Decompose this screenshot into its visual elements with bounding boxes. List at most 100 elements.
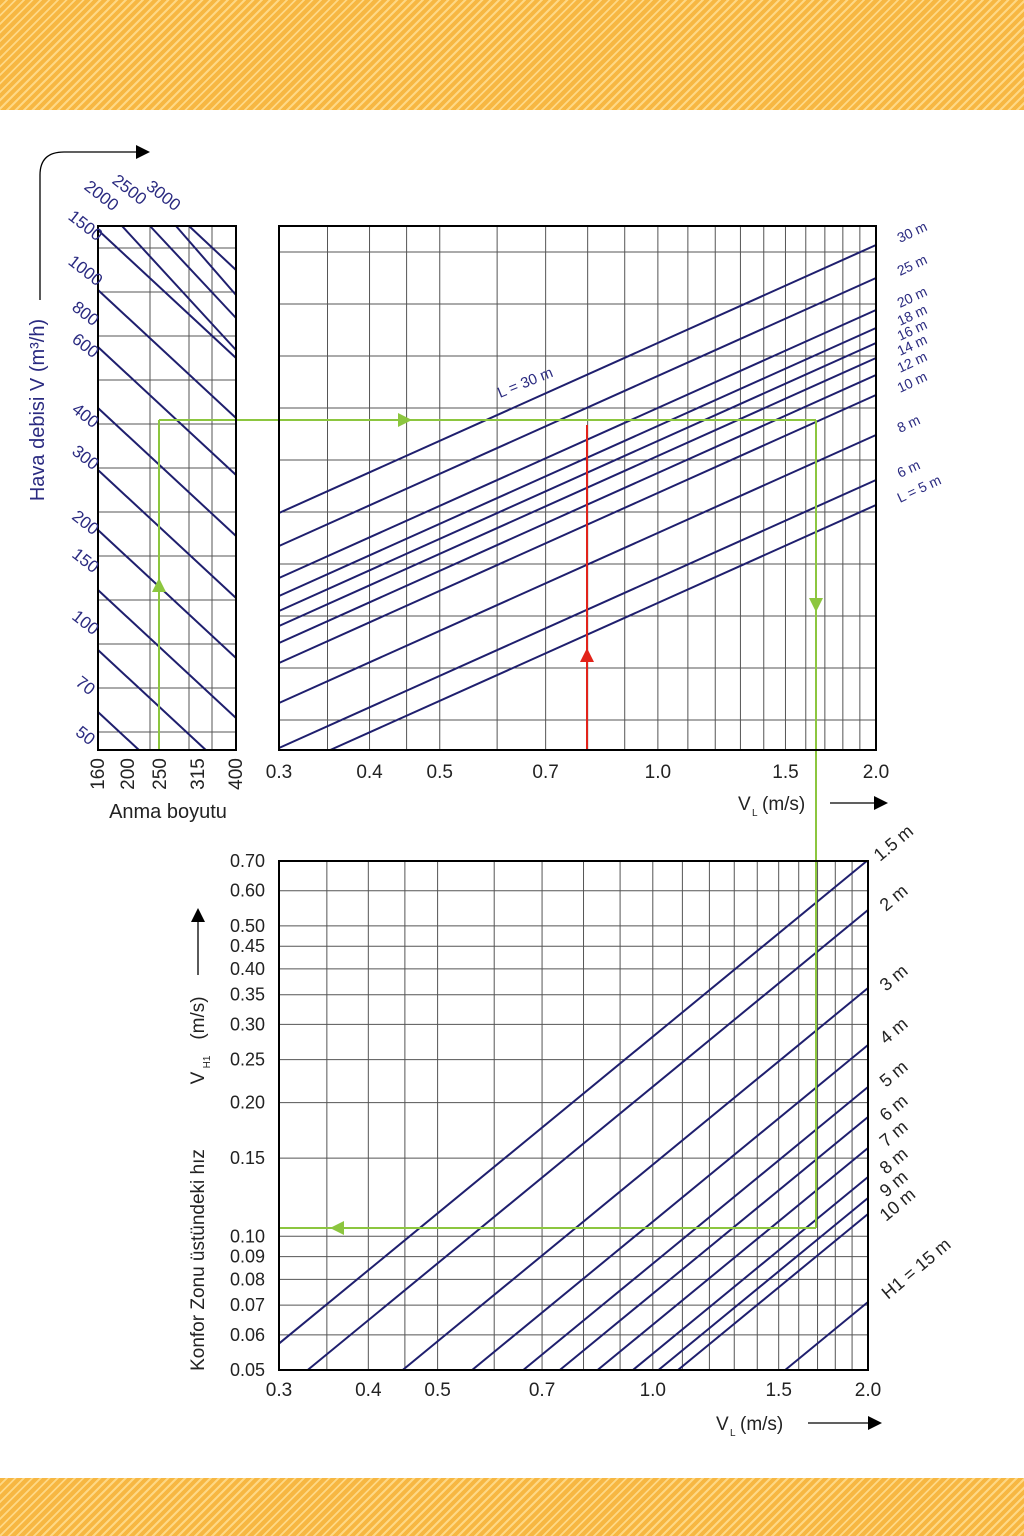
panel-c-series-label: 1.5 m: [870, 821, 917, 865]
panel-c-y-arrow-head: [191, 908, 205, 922]
panel-c-curve: [596, 1147, 869, 1371]
panel-c-curve: [307, 909, 869, 1371]
panel-b-curve: [278, 327, 877, 597]
panel-b-x-tick: 1.0: [645, 762, 671, 783]
panel-a-curve: [97, 711, 140, 751]
panel-c-y-label-unit: (m/s): [188, 996, 209, 1039]
panel-c-curve: [632, 1176, 869, 1371]
example-path-arrow: [152, 578, 166, 592]
panel-c-x-label-sub: L: [730, 1428, 736, 1439]
panel-a-curve: [188, 225, 237, 271]
panel-b-series-label: 6 m: [895, 456, 923, 480]
panel-c-series-label: 4 m: [876, 1013, 912, 1048]
panel-b-curve: [329, 504, 877, 751]
panel-c-curve: [278, 860, 868, 1345]
panel-a-y-tick: 50: [72, 722, 99, 749]
panel-c-y-tick: 0.60: [230, 881, 265, 901]
panel-a-x-tick: 160: [88, 758, 109, 790]
panel-a-curve: [97, 346, 237, 476]
panel-b-x-label-sub: L: [752, 808, 758, 819]
panel-a-axis-arrow-line: [39, 151, 140, 300]
panel-a-x-tick: 200: [118, 758, 139, 790]
panel-a-y-tick: 1500: [65, 207, 107, 245]
example-path-arrow: [398, 413, 412, 427]
panel-b-series-label: 25 m: [895, 251, 930, 279]
panel-b-curve: [278, 244, 877, 514]
panel-b-annotation: L = 30 m: [495, 364, 555, 402]
panel-c-x-tick: 0.5: [424, 1380, 450, 1401]
panel-c-y-tick: 0.05: [230, 1360, 265, 1380]
panel-b-x-tick: 0.5: [427, 762, 453, 783]
panel-b-curve: [278, 357, 877, 627]
panel-c-y-label: Konfor Zonu üstündeki hız: [188, 1149, 209, 1371]
panel-b-x-label-unit: (m/s): [762, 794, 805, 815]
panel-a-curve: [97, 289, 237, 419]
panel-c-curve: [657, 1197, 869, 1371]
panel-c-curve: [402, 987, 869, 1371]
panel-b-x-tick: 0.4: [356, 762, 383, 783]
panel-b-curve: [278, 342, 877, 612]
panel-a-x-tick: 250: [150, 758, 171, 790]
panel-c-y-tick: 0.25: [230, 1050, 265, 1070]
panel-a-y-tick: 70: [72, 672, 99, 699]
panel-b-x-tick: 1.5: [772, 762, 798, 783]
panel-b-series-label: 30 m: [895, 218, 930, 246]
panel-b-curve: [278, 309, 877, 579]
panel-a-curve: [121, 225, 237, 351]
panel-c-y-tick: 0.07: [230, 1295, 265, 1315]
panel-c-x-tick: 2.0: [855, 1380, 881, 1401]
panel-a-curve: [97, 649, 207, 751]
panel-c-y-tick: 0.10: [230, 1226, 265, 1246]
panel-c-y-label-sub: H1: [202, 1055, 213, 1068]
panel-c-series-label: H1 = 15 m: [878, 1234, 955, 1303]
panel-a-x-label: Anma boyutu: [109, 801, 227, 823]
panel-c-y-tick: 0.08: [230, 1269, 265, 1289]
panel-c-y-tick: 0.20: [230, 1093, 265, 1113]
panel-c-y-tick: 0.06: [230, 1325, 265, 1345]
panel-c-x-tick: 1.0: [640, 1380, 666, 1401]
panel-a-frame: [97, 225, 237, 751]
panel-b-curve: [278, 277, 877, 547]
panel-c-y-tick: 0.45: [230, 936, 265, 956]
panel-a-y-tick: 1000: [65, 252, 107, 290]
panel-c-x-label-unit: (m/s): [740, 1414, 783, 1435]
panel-a-top-tick: 3000: [143, 177, 185, 215]
panel-c-y-label-v: V: [188, 1071, 209, 1084]
panel-a-axis-arrow-head: [136, 145, 150, 159]
panel-c-series-label: 3 m: [876, 960, 912, 995]
panel-a-x-tick: 315: [188, 758, 209, 790]
panel-a-curve: [97, 229, 237, 359]
panel-a-curve: [149, 225, 237, 319]
bottom-decor-stripe: [0, 1478, 1024, 1536]
panel-c-series-label: 5 m: [876, 1056, 912, 1091]
panel-c-x-arrow-head: [868, 1416, 882, 1430]
panel-b-series-label: 8 m: [895, 411, 923, 435]
panel-c-y-tick: 0.50: [230, 916, 265, 936]
panel-c-y-tick: 0.09: [230, 1247, 265, 1267]
panel-c-series-label: 2 m: [876, 880, 912, 915]
panel-c-x-tick: 1.5: [765, 1380, 791, 1401]
panel-b-frame: [278, 225, 877, 751]
panel-b-curve: [278, 394, 877, 664]
panel-b-curve: [278, 374, 877, 644]
panel-b-x-tick: 2.0: [863, 762, 889, 783]
panel-b-x-tick: 0.7: [532, 762, 558, 783]
example-path-arrow: [330, 1221, 344, 1235]
panel-c-x-tick: 0.4: [355, 1380, 382, 1401]
panel-c-curve: [677, 1213, 869, 1371]
panel-c-curve: [471, 1044, 869, 1371]
panel-a-y-label: Hava debisi V (m³/h): [27, 319, 49, 501]
panel-a-curve: [97, 407, 237, 537]
panel-c-y-tick: 0.15: [230, 1148, 265, 1168]
panel-a-curve: [97, 529, 237, 659]
panel-c-frame: [278, 860, 869, 1371]
panel-a-curve: [97, 589, 237, 719]
panel-c-y-tick: 0.70: [230, 851, 265, 871]
panel-c-x-tick: 0.7: [529, 1380, 555, 1401]
example-velocity-arrow: [580, 648, 594, 662]
panel-a-curve: [175, 225, 237, 296]
panel-c-y-tick: 0.35: [230, 985, 265, 1005]
panel-c-x-label-v: V: [716, 1414, 729, 1435]
panel-c-y-tick: 0.30: [230, 1014, 265, 1034]
